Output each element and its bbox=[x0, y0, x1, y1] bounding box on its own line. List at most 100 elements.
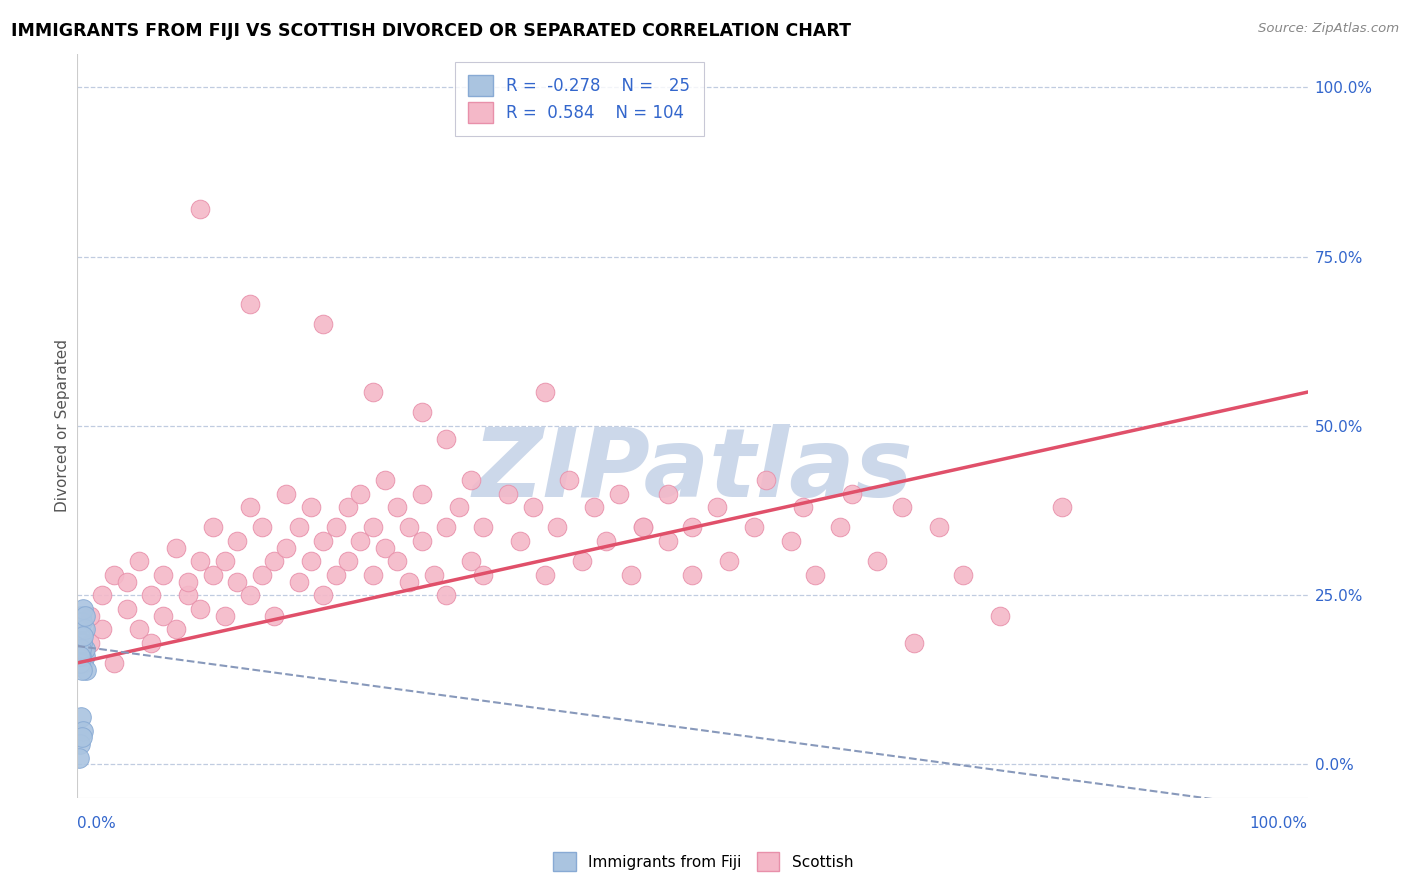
Point bbox=[70, 663, 93, 677]
Point bbox=[361, 568, 384, 582]
Point bbox=[141, 588, 163, 602]
Point bbox=[263, 554, 285, 568]
Point bbox=[165, 541, 187, 555]
Point bbox=[79, 608, 101, 623]
Point bbox=[190, 202, 212, 217]
Point bbox=[509, 534, 531, 549]
Point bbox=[1050, 500, 1073, 515]
Point bbox=[780, 534, 803, 549]
Point bbox=[706, 500, 728, 515]
Point bbox=[250, 568, 273, 582]
Point bbox=[361, 385, 384, 400]
Point bbox=[128, 622, 150, 636]
Point bbox=[633, 520, 655, 534]
Point bbox=[657, 534, 679, 549]
Point bbox=[534, 568, 557, 582]
Point bbox=[804, 568, 827, 582]
Point bbox=[70, 731, 93, 745]
Point bbox=[325, 520, 347, 534]
Point bbox=[103, 656, 125, 670]
Point bbox=[337, 554, 360, 568]
Text: 0.0%: 0.0% bbox=[77, 816, 117, 830]
Point bbox=[657, 486, 679, 500]
Point bbox=[312, 534, 335, 549]
Point bbox=[742, 520, 765, 534]
Point bbox=[69, 622, 91, 636]
Point bbox=[755, 473, 778, 487]
Point bbox=[70, 649, 93, 664]
Point bbox=[423, 568, 446, 582]
Point bbox=[90, 622, 114, 636]
Point bbox=[152, 568, 174, 582]
Point bbox=[239, 297, 262, 311]
Point bbox=[276, 541, 298, 555]
Point bbox=[67, 750, 90, 764]
Point bbox=[190, 554, 212, 568]
Point bbox=[903, 635, 925, 649]
Point bbox=[73, 649, 96, 664]
Point bbox=[387, 554, 409, 568]
Point bbox=[361, 520, 384, 534]
Point bbox=[522, 500, 544, 515]
Y-axis label: Divorced or Separated: Divorced or Separated bbox=[55, 340, 70, 512]
Point bbox=[190, 601, 212, 615]
Point bbox=[830, 520, 852, 534]
Point bbox=[496, 486, 519, 500]
Point bbox=[374, 541, 396, 555]
Point bbox=[460, 473, 482, 487]
Point bbox=[115, 601, 138, 615]
Point bbox=[411, 486, 433, 500]
Point bbox=[928, 520, 950, 534]
Point bbox=[374, 473, 396, 487]
Point bbox=[73, 622, 96, 636]
Point bbox=[70, 608, 93, 623]
Point bbox=[263, 608, 285, 623]
Point bbox=[72, 601, 94, 615]
Point bbox=[103, 568, 125, 582]
Point bbox=[70, 642, 93, 657]
Point bbox=[398, 574, 420, 589]
Point bbox=[226, 574, 249, 589]
Point bbox=[682, 520, 704, 534]
Point bbox=[387, 500, 409, 515]
Point bbox=[72, 629, 94, 643]
Point bbox=[165, 622, 187, 636]
Point bbox=[841, 486, 863, 500]
Point bbox=[73, 608, 96, 623]
Point bbox=[72, 656, 94, 670]
Point bbox=[411, 534, 433, 549]
Point bbox=[214, 554, 236, 568]
Point bbox=[70, 635, 93, 649]
Point bbox=[682, 568, 704, 582]
Text: 100.0%: 100.0% bbox=[1250, 816, 1308, 830]
Point bbox=[250, 520, 273, 534]
Point bbox=[312, 588, 335, 602]
Point bbox=[70, 635, 93, 649]
Point bbox=[141, 635, 163, 649]
Point bbox=[792, 500, 814, 515]
Point bbox=[349, 486, 371, 500]
Point bbox=[69, 737, 91, 751]
Point bbox=[988, 608, 1011, 623]
Point bbox=[115, 574, 138, 589]
Point bbox=[633, 520, 655, 534]
Point bbox=[69, 649, 91, 664]
Point bbox=[299, 554, 322, 568]
Point bbox=[620, 568, 643, 582]
Point bbox=[571, 554, 593, 568]
Point bbox=[866, 554, 889, 568]
Point bbox=[583, 500, 606, 515]
Point bbox=[436, 520, 458, 534]
Point bbox=[890, 500, 912, 515]
Point bbox=[69, 629, 91, 643]
Point bbox=[201, 568, 224, 582]
Point bbox=[718, 554, 741, 568]
Point bbox=[447, 500, 470, 515]
Point bbox=[325, 568, 347, 582]
Point bbox=[201, 520, 224, 534]
Point bbox=[337, 500, 360, 515]
Point bbox=[472, 520, 495, 534]
Point bbox=[460, 554, 482, 568]
Point bbox=[534, 385, 557, 400]
Point bbox=[70, 615, 93, 630]
